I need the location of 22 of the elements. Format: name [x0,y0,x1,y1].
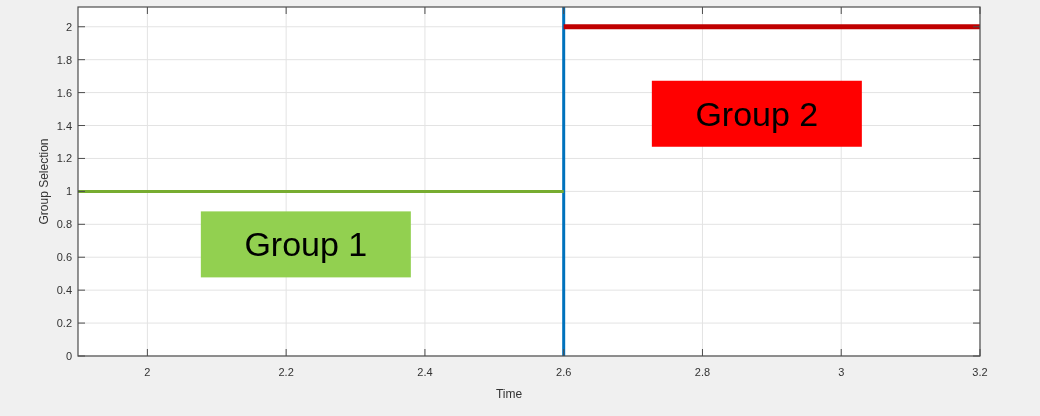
x-tick-label: 2.8 [694,366,711,378]
y-axis-title: Group Selection [37,138,51,225]
y-tick-label: 0.4 [56,284,72,297]
series-label: Group 2 [695,94,819,133]
y-tick-label: 1.6 [56,86,72,99]
y-tick-label: 0 [65,350,72,362]
y-tick-label: 0.2 [56,317,72,330]
x-tick-label: 3 [838,366,845,378]
y-tick-label: 1 [65,185,72,198]
series-label: Group 1 [244,225,368,264]
y-tick-label: 2 [65,20,72,33]
x-tick-label: 3.2 [972,366,988,378]
y-tick-label: 1.2 [56,152,72,165]
x-tick-label: 2.2 [278,366,294,378]
x-tick-label: 2 [144,366,151,378]
y-tick-label: 1.8 [56,53,72,66]
y-tick-label: 0.6 [56,251,72,264]
y-tick-label: 0.8 [56,218,72,231]
x-tick-label: 2.6 [556,366,572,378]
x-tick-label: 2.4 [417,366,433,378]
y-tick-label: 1.4 [56,119,72,132]
x-axis-title: Time [495,387,523,401]
